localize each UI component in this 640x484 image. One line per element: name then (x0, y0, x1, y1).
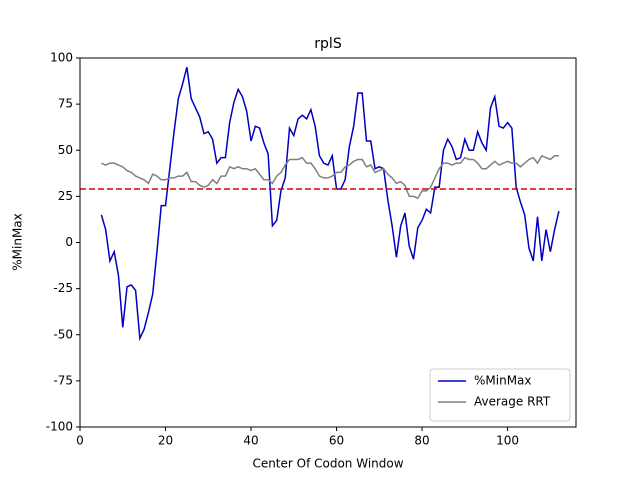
legend-label: %MinMax (474, 374, 532, 388)
y-tick-label: -100 (46, 420, 73, 434)
y-axis-label: %MinMax (11, 213, 25, 271)
y-tick-label: 75 (58, 97, 73, 111)
legend-box (429, 368, 571, 422)
x-tick-label: 60 (329, 434, 344, 448)
legend-label: Average RRT (474, 395, 551, 409)
y-tick-label: -25 (53, 281, 73, 295)
y-tick-label: 50 (58, 143, 73, 157)
plot-frame (79, 57, 577, 428)
x-tick-label: 40 (243, 434, 258, 448)
x-tick-label: 100 (496, 434, 519, 448)
x-axis-label: Center Of Codon Window (252, 457, 403, 471)
y-tick-label: -75 (53, 373, 73, 387)
y-tick-label: -50 (53, 327, 73, 341)
x-tick-label: 80 (414, 434, 429, 448)
x-tick-label: 20 (158, 434, 173, 448)
y-tick-label: 100 (50, 51, 73, 65)
series-line (101, 154, 559, 200)
y-tick-label: 0 (65, 235, 73, 249)
x-tick-label: 0 (76, 434, 84, 448)
y-tick-label: 25 (58, 189, 73, 203)
chart-title: rplS (314, 36, 342, 52)
series-line (100, 67, 560, 342)
